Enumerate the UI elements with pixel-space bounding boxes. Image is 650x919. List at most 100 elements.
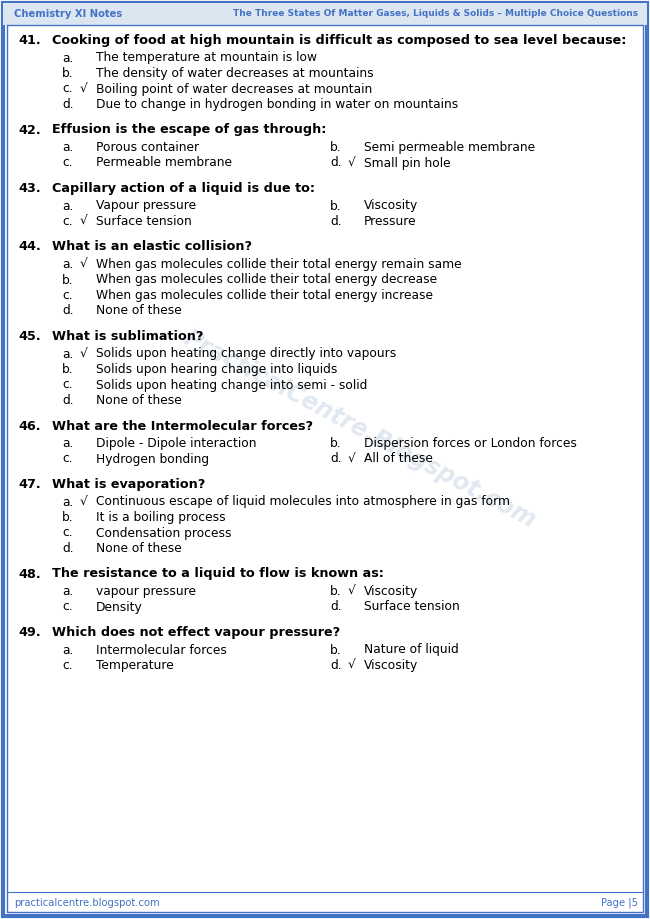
Text: When gas molecules collide their total energy decrease: When gas molecules collide their total e…	[96, 274, 437, 287]
Text: 47.: 47.	[18, 478, 40, 491]
Text: Capillary action of a liquid is due to:: Capillary action of a liquid is due to:	[52, 182, 315, 195]
Text: None of these: None of these	[96, 394, 182, 407]
Text: b.: b.	[62, 274, 73, 287]
Text: b.: b.	[330, 199, 342, 212]
Text: b.: b.	[62, 511, 73, 524]
Text: d.: d.	[330, 452, 342, 466]
Text: c.: c.	[62, 659, 73, 672]
Text: Surface tension: Surface tension	[96, 215, 192, 228]
Text: Hydrogen bonding: Hydrogen bonding	[96, 452, 209, 466]
Text: Viscosity: Viscosity	[364, 659, 418, 672]
Text: What is sublimation?: What is sublimation?	[52, 330, 203, 343]
Text: Dispersion forces or London forces: Dispersion forces or London forces	[364, 437, 577, 450]
Text: b.: b.	[62, 67, 73, 80]
Text: When gas molecules collide their total energy remain same: When gas molecules collide their total e…	[96, 258, 461, 271]
Text: Vapour pressure: Vapour pressure	[96, 199, 196, 212]
Text: vapour pressure: vapour pressure	[96, 585, 196, 598]
Text: Effusion is the escape of gas through:: Effusion is the escape of gas through:	[52, 123, 326, 137]
Text: d.: d.	[62, 394, 73, 407]
Text: a.: a.	[62, 585, 73, 598]
Text: c.: c.	[62, 215, 73, 228]
Text: Page |5: Page |5	[601, 898, 638, 908]
Text: Dipole - Dipole interaction: Dipole - Dipole interaction	[96, 437, 257, 450]
Text: Condensation process: Condensation process	[96, 527, 231, 539]
Text: √: √	[80, 495, 88, 508]
Text: The temperature at mountain is low: The temperature at mountain is low	[96, 51, 317, 64]
Text: √: √	[80, 83, 88, 96]
Text: The Three States Of Matter Gases, Liquids & Solids – Multiple Choice Questions: The Three States Of Matter Gases, Liquid…	[233, 9, 638, 18]
Text: Viscosity: Viscosity	[364, 585, 418, 598]
Text: c.: c.	[62, 379, 73, 391]
Text: PracticalCentre.Blogspot.com: PracticalCentre.Blogspot.com	[180, 325, 540, 532]
FancyBboxPatch shape	[3, 3, 647, 25]
Text: Cooking of food at high mountain is difficult as composed to sea level because:: Cooking of food at high mountain is diff…	[52, 34, 627, 47]
Text: √: √	[80, 258, 88, 271]
Text: Temperature: Temperature	[96, 659, 174, 672]
Text: d.: d.	[330, 600, 342, 614]
FancyBboxPatch shape	[7, 7, 643, 912]
Text: Solids upon heating change directly into vapours: Solids upon heating change directly into…	[96, 347, 396, 360]
Text: d.: d.	[62, 98, 73, 111]
Text: b.: b.	[330, 585, 342, 598]
Text: None of these: None of these	[96, 542, 182, 555]
Text: Semi permeable membrane: Semi permeable membrane	[364, 141, 535, 154]
Text: d.: d.	[330, 156, 342, 169]
Text: √: √	[348, 659, 356, 672]
Text: c.: c.	[62, 156, 73, 169]
Text: √: √	[348, 156, 356, 169]
Text: a.: a.	[62, 141, 73, 154]
Text: a.: a.	[62, 643, 73, 656]
Text: Permeable membrane: Permeable membrane	[96, 156, 232, 169]
Text: c.: c.	[62, 527, 73, 539]
Text: Pressure: Pressure	[364, 215, 417, 228]
Text: What is an elastic collision?: What is an elastic collision?	[52, 241, 252, 254]
Text: d.: d.	[62, 542, 73, 555]
Text: 44.: 44.	[18, 241, 41, 254]
Text: √: √	[80, 215, 88, 228]
Text: 46.: 46.	[18, 419, 40, 433]
Text: Boiling point of water decreases at mountain: Boiling point of water decreases at moun…	[96, 83, 372, 96]
Text: Solids upon hearing change into liquids: Solids upon hearing change into liquids	[96, 363, 337, 376]
Text: Viscosity: Viscosity	[364, 199, 418, 212]
Text: Density: Density	[96, 600, 143, 614]
Text: Due to change in hydrogen bonding in water on mountains: Due to change in hydrogen bonding in wat…	[96, 98, 458, 111]
Text: b.: b.	[330, 643, 342, 656]
Text: 48.: 48.	[18, 568, 40, 581]
Text: 45.: 45.	[18, 330, 40, 343]
Text: Small pin hole: Small pin hole	[364, 156, 450, 169]
Text: c.: c.	[62, 452, 73, 466]
Text: practicalcentre.blogspot.com: practicalcentre.blogspot.com	[14, 898, 160, 908]
Text: 41.: 41.	[18, 34, 40, 47]
Text: a.: a.	[62, 258, 73, 271]
Text: What are the Intermolecular forces?: What are the Intermolecular forces?	[52, 419, 313, 433]
Text: All of these: All of these	[364, 452, 433, 466]
Text: a.: a.	[62, 437, 73, 450]
Text: a.: a.	[62, 495, 73, 508]
Text: None of these: None of these	[96, 304, 182, 317]
Text: √: √	[348, 585, 356, 598]
Text: a.: a.	[62, 347, 73, 360]
Text: b.: b.	[62, 363, 73, 376]
Text: d.: d.	[62, 304, 73, 317]
Text: 43.: 43.	[18, 182, 40, 195]
Text: Intermolecular forces: Intermolecular forces	[96, 643, 227, 656]
Text: b.: b.	[330, 141, 342, 154]
Text: c.: c.	[62, 289, 73, 302]
Text: √: √	[80, 347, 88, 360]
Text: Porous container: Porous container	[96, 141, 199, 154]
Text: √: √	[348, 452, 356, 466]
Text: Chemistry XI Notes: Chemistry XI Notes	[14, 9, 122, 19]
Text: When gas molecules collide their total energy increase: When gas molecules collide their total e…	[96, 289, 433, 302]
Text: Solids upon heating change into semi - solid: Solids upon heating change into semi - s…	[96, 379, 367, 391]
Text: 42.: 42.	[18, 123, 40, 137]
FancyBboxPatch shape	[3, 3, 647, 916]
Text: a.: a.	[62, 51, 73, 64]
Text: b.: b.	[330, 437, 342, 450]
Text: What is evaporation?: What is evaporation?	[52, 478, 205, 491]
Text: The resistance to a liquid to flow is known as:: The resistance to a liquid to flow is kn…	[52, 568, 384, 581]
Text: Continuous escape of liquid molecules into atmosphere in gas form: Continuous escape of liquid molecules in…	[96, 495, 510, 508]
Text: 49.: 49.	[18, 626, 40, 639]
Text: d.: d.	[330, 659, 342, 672]
Text: a.: a.	[62, 199, 73, 212]
Text: c.: c.	[62, 600, 73, 614]
